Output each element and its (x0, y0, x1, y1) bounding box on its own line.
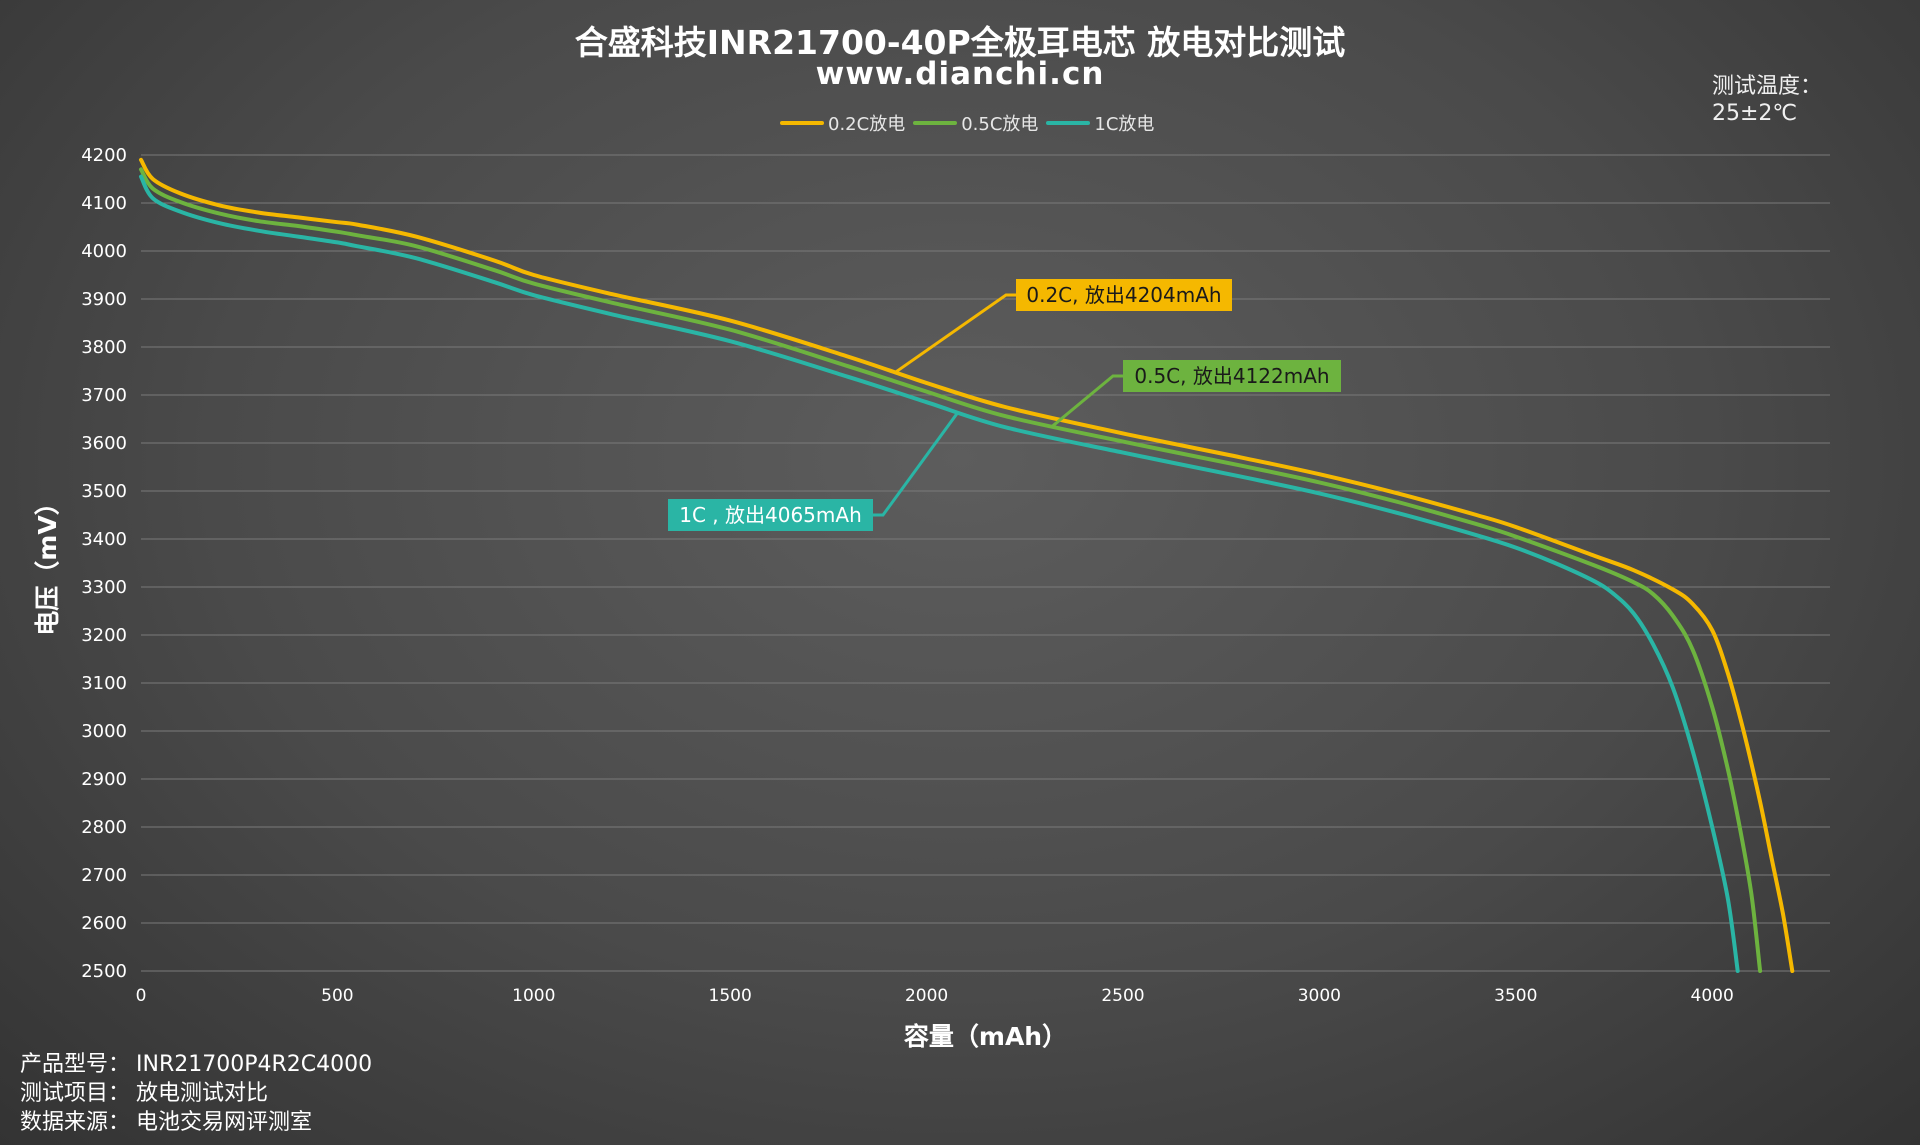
footer-item-label: 测试项目： (20, 1081, 131, 1106)
footer-source: 数据来源： 电池交易网评测室 (20, 1104, 312, 1136)
temperature-value: 25±2℃ (1712, 101, 1798, 126)
y-tick-label-3800: 3800 (81, 337, 127, 358)
y-tick-label-2800: 2800 (81, 817, 127, 838)
footer-source-value: 电池交易网评测室 (136, 1110, 313, 1135)
chart-legend: 0.2C放电 0.5C放电 1C放电 (780, 110, 1154, 136)
y-tick-label-3700: 3700 (81, 385, 127, 406)
footer-source-label: 数据来源： (20, 1110, 131, 1135)
x-tick-label-500: 500 (321, 986, 353, 1006)
temperature-label: 测试温度： (1712, 74, 1823, 99)
legend-label-0.2c: 0.2C放电 (828, 114, 906, 135)
x-axis-label: 容量（mAh） (904, 1022, 1067, 1051)
y-tick-label-3400: 3400 (81, 529, 127, 550)
y-tick-label-2700: 2700 (81, 865, 127, 886)
callout-1c-label: 1C , 放出4065mAh (679, 503, 862, 527)
x-tick-label-1000: 1000 (512, 986, 555, 1006)
y-tick-label-3300: 3300 (81, 577, 127, 598)
y-tick-label-2600: 2600 (81, 913, 127, 934)
chart-subtitle: www.dianchi.cn (815, 56, 1105, 92)
chart-title: 合盛科技INR21700-40P全极耳电芯 放电对比测试 (574, 23, 1346, 62)
legend-item-1c: 1C放电 (1046, 110, 1154, 136)
y-tick-label-4200: 4200 (81, 145, 127, 166)
y-tick-label-3200: 3200 (81, 625, 127, 646)
callout-0.2c-label: 0.2C, 放出4204mAh (1026, 283, 1221, 307)
legend-item-0.2c: 0.2C放电 (780, 110, 905, 136)
x-tick-label-4000: 4000 (1691, 986, 1734, 1006)
footer-item-value: 放电测试对比 (136, 1081, 269, 1106)
y-tick-label-3600: 3600 (81, 433, 127, 454)
y-tick-label-2500: 2500 (81, 961, 127, 982)
y-tick-label-3100: 3100 (81, 673, 127, 694)
footer-model: 产品型号： INR21700P4R2C4000 (20, 1046, 372, 1078)
series-line-0.2c (139, 157, 1795, 973)
legend-swatch-0.2c (780, 121, 824, 125)
callout-0.2c-leader (894, 293, 1016, 374)
x-tick-label-3000: 3000 (1298, 986, 1341, 1006)
legend-item-0.5c: 0.5C放电 (913, 110, 1038, 136)
x-tick-label-2000: 2000 (905, 986, 948, 1006)
x-tick-label-2500: 2500 (1101, 986, 1144, 1006)
series-line-0.5c (139, 167, 1763, 973)
y-tick-label-3000: 3000 (81, 721, 127, 742)
legend-swatch-1c (1046, 121, 1091, 125)
legend-label-0.5c: 0.5C放电 (961, 114, 1039, 135)
y-tick-label-3900: 3900 (81, 289, 127, 310)
y-axis-label: 电压（mV） (33, 490, 62, 635)
x-tick-label-0: 0 (136, 986, 147, 1006)
y-tick-label-4000: 4000 (81, 241, 127, 262)
callout-0.5c-box (1123, 360, 1341, 392)
footer-model-value: INR21700P4R2C4000 (136, 1052, 373, 1077)
callout-1c-box (668, 499, 873, 531)
x-tick-label-3500: 3500 (1494, 986, 1537, 1006)
legend-label-1c: 1C放电 (1094, 114, 1155, 135)
series-line-1c (139, 174, 1740, 973)
legend-swatch-0.5c (913, 121, 958, 125)
callout-0.5c-leader (1051, 374, 1123, 428)
footer-model-label: 产品型号： (20, 1052, 131, 1077)
callout-1c-leader (873, 411, 960, 517)
y-tick-label-2900: 2900 (81, 769, 127, 790)
y-tick-label-4100: 4100 (81, 193, 127, 214)
x-tick-label-1500: 1500 (709, 986, 752, 1006)
callout-0.2c-box (1016, 279, 1232, 311)
callout-0.5c-label: 0.5C, 放出4122mAh (1134, 364, 1329, 388)
y-tick-label-3500: 3500 (81, 481, 127, 502)
footer-test-item: 测试项目： 放电测试对比 (20, 1075, 268, 1107)
